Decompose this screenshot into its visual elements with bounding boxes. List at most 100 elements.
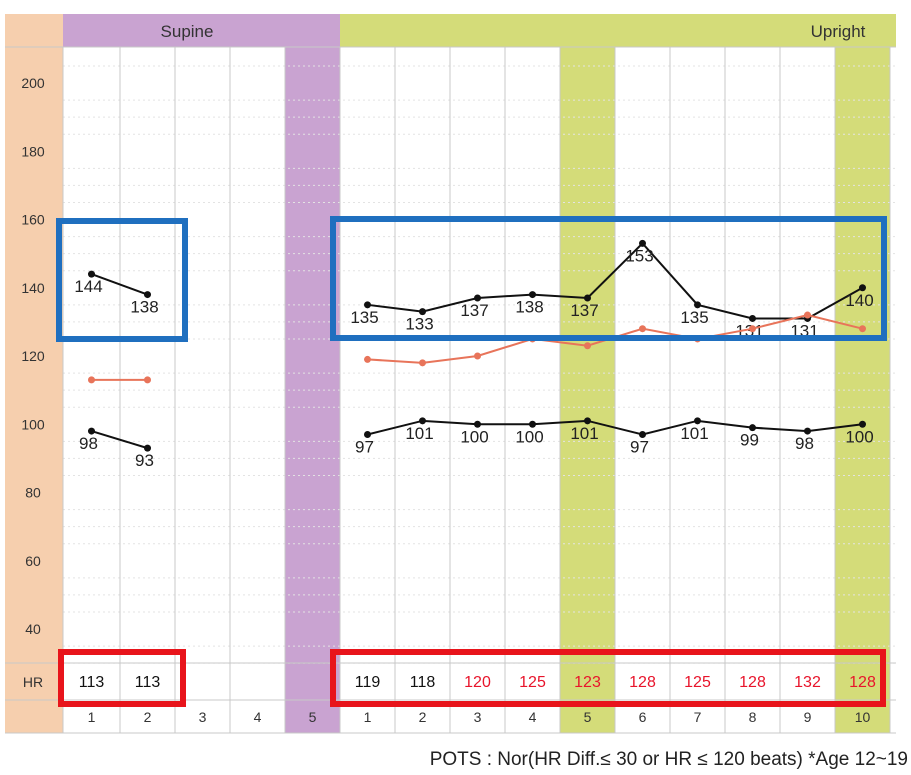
supine-bp-box xyxy=(56,218,188,342)
diastolic-upright-point xyxy=(749,424,756,432)
diastolic-upright-point xyxy=(584,417,591,425)
x-tick-supine: 5 xyxy=(309,709,317,725)
systolic-upright-data-label: 137 xyxy=(570,301,598,320)
x-tick-upright: 1 xyxy=(364,709,372,725)
hr-upright-value: 132 xyxy=(794,674,821,691)
footnote: POTS : Nor(HR Diff.≤ 30 or HR ≤ 120 beat… xyxy=(430,749,908,770)
x-axis: 1 2 3 4 5 1 2 3 4 5 6 7 8 9 10 xyxy=(88,709,871,725)
diastolic-supine-line xyxy=(91,430,148,450)
x-tick-supine: 4 xyxy=(254,709,262,725)
heart-rate-supine-point xyxy=(88,376,95,384)
systolic-upright-point xyxy=(419,308,426,316)
y-tick-label: 40 xyxy=(25,621,41,637)
systolic-supine-line xyxy=(91,273,148,296)
systolic-upright-point xyxy=(584,294,591,302)
diastolic-upright-data-label: 98 xyxy=(795,434,814,453)
systolic-upright-data-label: 133 xyxy=(405,315,433,334)
y-tick-label: 60 xyxy=(25,553,41,569)
diastolic-upright-data-label: 100 xyxy=(845,427,873,446)
upright-hr-box xyxy=(330,649,886,707)
upright-header-band xyxy=(340,14,896,47)
x-tick-upright: 10 xyxy=(855,709,871,725)
diastolic-upright-point xyxy=(804,427,811,435)
diastolic-upright-point xyxy=(694,417,701,425)
diastolic-upright-point xyxy=(419,417,426,425)
hr-upright-value: 128 xyxy=(849,674,876,691)
x-tick-supine: 1 xyxy=(88,709,96,725)
heart-rate-upright-point xyxy=(749,325,756,333)
x-tick-upright: 3 xyxy=(474,709,482,725)
section-headers: Supine Upright xyxy=(161,22,866,41)
diastolic-upright-point xyxy=(364,430,371,438)
y-tick-label: 120 xyxy=(21,348,45,364)
systolic-supine-point xyxy=(144,291,151,299)
systolic-upright-data-label: 138 xyxy=(515,298,543,317)
y-tick-label: 180 xyxy=(21,143,45,159)
upright-header-label: Upright xyxy=(811,22,866,41)
diastolic-supine-point xyxy=(88,427,95,435)
hr-upright-value: 123 xyxy=(574,674,601,691)
hr-upright-value: 119 xyxy=(355,674,381,691)
systolic-upright-point xyxy=(639,239,646,247)
hr-row-label: HR xyxy=(23,674,43,690)
diastolic-upright-point xyxy=(529,420,536,428)
systolic-upright-data-label: 137 xyxy=(460,301,488,320)
diastolic-upright-point xyxy=(474,420,481,428)
y-tick-label: 100 xyxy=(21,416,45,432)
hr-supine-value: 113 xyxy=(135,674,161,691)
hr-upright-value: 125 xyxy=(684,674,711,691)
systolic-supine-data-label: 144 xyxy=(74,277,102,296)
x-tick-supine: 3 xyxy=(199,709,207,725)
diastolic-upright-data-label: 100 xyxy=(460,427,488,446)
y-axis-band xyxy=(5,14,63,733)
y-axis: 200 180 160 140 120 100 80 60 40 xyxy=(21,75,45,637)
x-tick-upright: 2 xyxy=(419,709,427,725)
systolic-upright-data-label: 153 xyxy=(625,246,653,265)
y-tick-label: 200 xyxy=(21,75,45,91)
x-tick-upright: 9 xyxy=(804,709,812,725)
heart-rate-upright-point xyxy=(364,355,371,363)
hr-row: HR 113 113 119 118 120 125 123 128 125 128 132 128 xyxy=(23,674,876,691)
systolic-upright-point xyxy=(694,301,701,309)
systolic-upright-line xyxy=(367,241,863,320)
supine-hr-box xyxy=(58,649,186,707)
systolic-upright-point xyxy=(529,291,536,299)
heart-rate-upright-point xyxy=(474,352,481,360)
hr-upright-value: 128 xyxy=(739,674,766,691)
diastolic-upright-point xyxy=(859,420,866,428)
diastolic-upright-data-label: 100 xyxy=(515,427,543,446)
diastolic-upright-data-label: 97 xyxy=(355,437,374,456)
diastolic-supine-data-label: 93 xyxy=(135,451,154,470)
hr-supine-value: 113 xyxy=(79,674,105,691)
y-tick-label: 80 xyxy=(25,485,41,501)
annotation-boxes xyxy=(56,216,887,707)
diastolic-upright-data-label: 99 xyxy=(740,431,759,450)
diastolic-supine-data-label: 98 xyxy=(79,434,98,453)
diastolic-upright-line xyxy=(367,419,863,436)
y-tick-label: 140 xyxy=(21,280,45,296)
systolic-upright-data-label: 135 xyxy=(680,308,708,327)
systolic-supine-data-label: 138 xyxy=(130,298,158,317)
diastolic-upright-data-label: 101 xyxy=(570,424,598,443)
x-tick-supine: 2 xyxy=(144,709,152,725)
heart-rate-supine-point xyxy=(144,376,151,384)
diastolic-upright-data-label: 97 xyxy=(630,437,649,456)
diastolic-upright-point xyxy=(639,430,646,438)
x-tick-upright: 4 xyxy=(529,709,537,725)
supine-header-label: Supine xyxy=(161,22,214,41)
hr-upright-value: 120 xyxy=(464,674,491,691)
diastolic-upright-data-label: 101 xyxy=(680,424,708,443)
heart-rate-upright-point xyxy=(804,311,811,319)
hr-upright-value: 118 xyxy=(410,674,436,691)
heart-rate-upright-point xyxy=(419,359,426,367)
systolic-supine-point xyxy=(88,270,95,278)
systolic-upright-data-label: 135 xyxy=(350,308,378,327)
systolic-upright-point xyxy=(859,284,866,292)
x-tick-upright: 6 xyxy=(639,709,647,725)
systolic-upright-point xyxy=(364,301,371,309)
y-tick-label: 160 xyxy=(21,212,45,228)
heart-rate-upright-point xyxy=(859,325,866,333)
supine-header-band xyxy=(63,14,340,47)
